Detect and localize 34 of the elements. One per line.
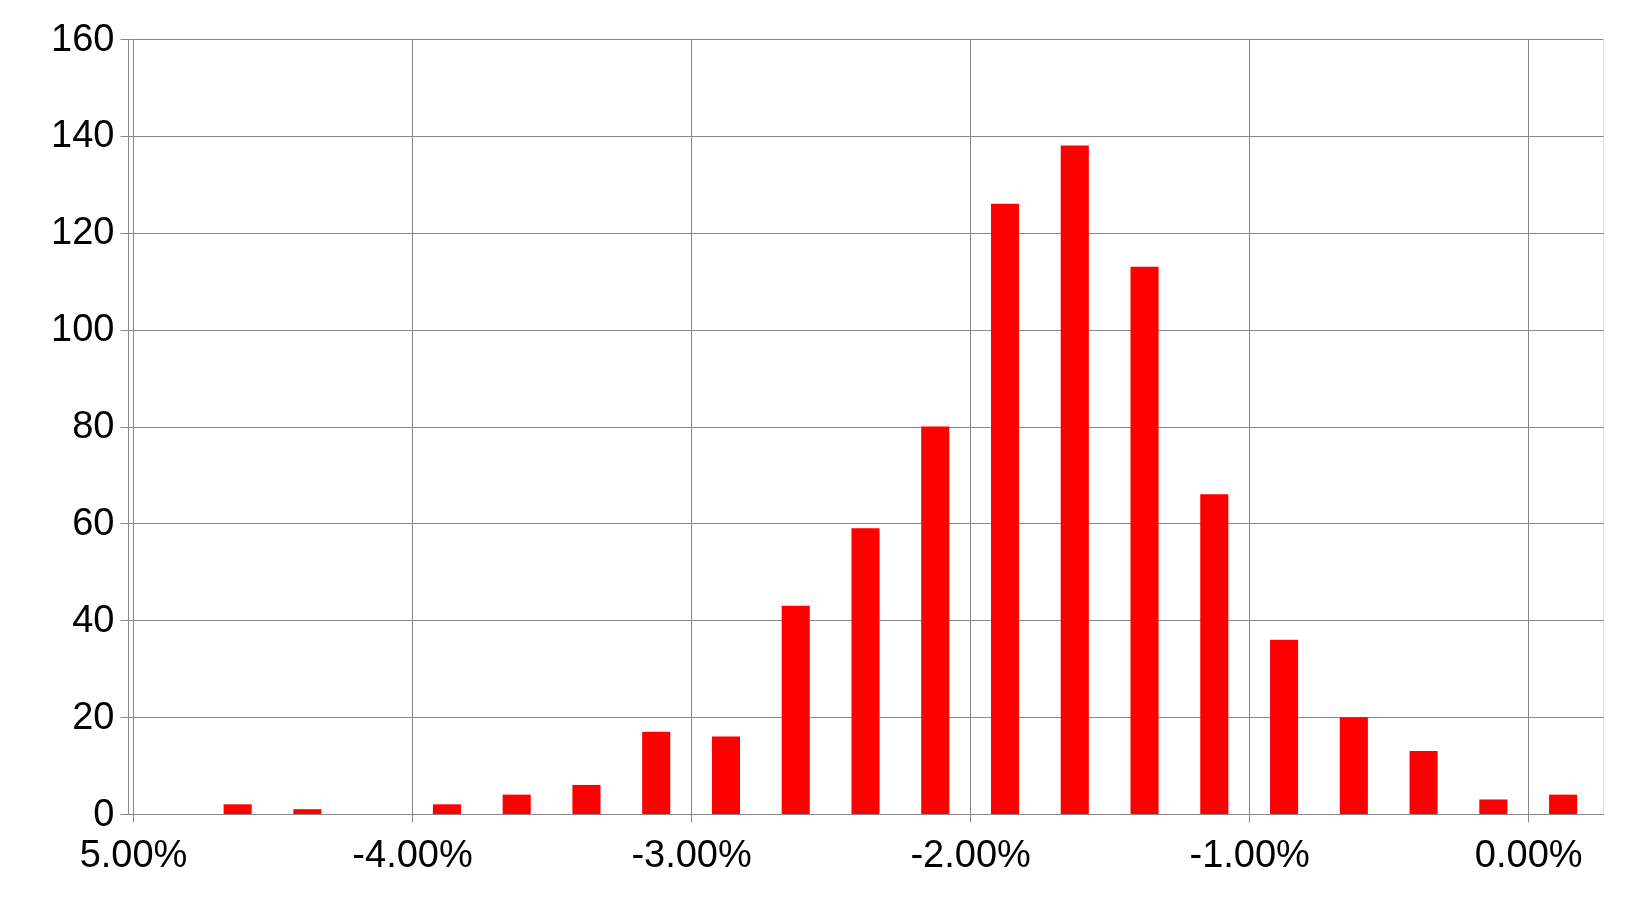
y-tick-label: 0 xyxy=(93,791,115,834)
bar xyxy=(1270,639,1299,814)
x-tick-label: -1.00% xyxy=(1189,832,1310,875)
y-tick-label: 20 xyxy=(72,694,115,737)
x-tick-label: 5.00% xyxy=(79,832,188,875)
bar xyxy=(572,784,601,814)
bar xyxy=(1409,751,1438,814)
bar xyxy=(1130,266,1159,814)
bar xyxy=(781,605,810,814)
y-tick-label: 120 xyxy=(51,210,115,253)
bar xyxy=(990,203,1020,814)
bar xyxy=(223,804,252,814)
bar xyxy=(851,528,880,814)
x-tick-label: 0.00% xyxy=(1474,832,1583,875)
y-tick-label: 80 xyxy=(72,404,115,446)
bar xyxy=(1479,799,1508,814)
bar xyxy=(642,731,671,814)
bar xyxy=(293,809,322,814)
bar xyxy=(1339,717,1368,814)
bar xyxy=(1200,494,1229,814)
x-tick-label: -2.00% xyxy=(910,832,1031,875)
x-tick-label: -3.00% xyxy=(631,832,752,875)
bar xyxy=(711,736,741,814)
bar xyxy=(432,804,461,814)
x-tick-label: -4.00% xyxy=(352,832,473,875)
y-tick-label: 40 xyxy=(72,597,115,640)
y-tick-label: 100 xyxy=(51,307,115,350)
y-tick-label: 60 xyxy=(72,500,115,543)
bar xyxy=(1549,794,1578,814)
bar xyxy=(502,794,531,814)
bar xyxy=(1060,145,1089,814)
y-tick-label: 160 xyxy=(51,16,115,59)
y-tick-label: 140 xyxy=(51,113,115,156)
bar xyxy=(921,426,950,814)
